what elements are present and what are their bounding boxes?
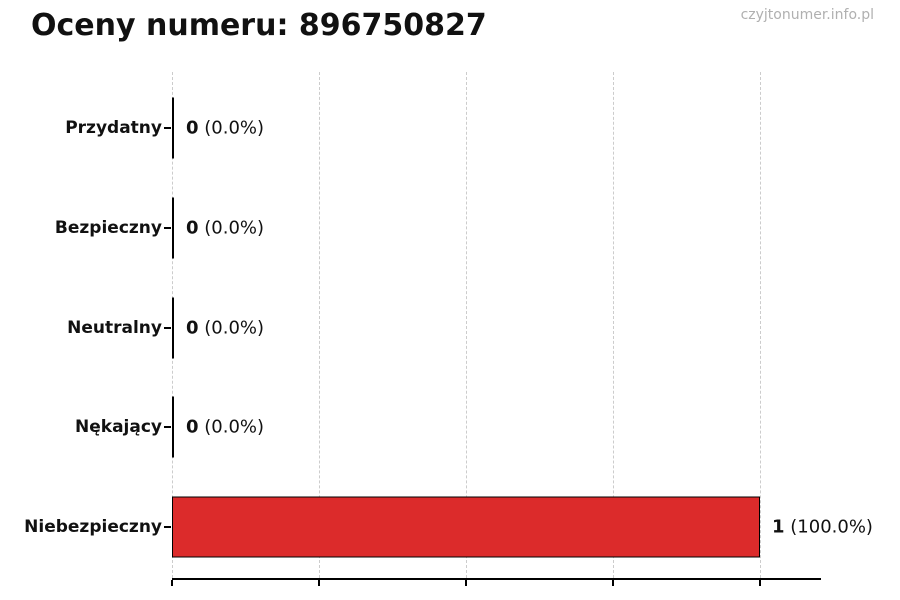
bar-bezpieczny [172,197,174,259]
chart-row: Neutralny 0 (0.0%) [0,278,900,378]
watermark-text: czyjtonumer.info.pl [740,7,874,23]
percent-text: (0.0%) [204,217,265,239]
value-label: 0 (0.0%) [186,218,264,239]
x-axis-tick [318,580,320,586]
bar-nekajacy [172,396,174,458]
percent-text: (0.0%) [204,317,265,339]
count-text: 0 [186,117,199,139]
x-axis-line [172,578,821,580]
y-axis-tick [164,127,171,129]
percent-text: (0.0%) [204,416,265,438]
x-axis-tick [759,580,761,586]
bar-niebezpieczny [172,496,760,558]
value-label: 1 (100.0%) [772,517,873,538]
y-axis-tick [164,426,171,428]
count-text: 0 [186,217,199,239]
value-label: 0 (0.0%) [186,318,264,339]
chart-row: Niebezpieczny 1 (100.0%) [0,477,900,577]
count-text: 0 [186,416,199,438]
percent-text: (100.0%) [790,516,873,538]
x-axis-tick [612,580,614,586]
chart-row: Nękający 0 (0.0%) [0,377,900,477]
x-axis-tick [171,580,173,586]
bar-przydatny [172,97,174,159]
percent-text: (0.0%) [204,117,265,139]
y-axis-tick [164,327,171,329]
chart-row: Bezpieczny 0 (0.0%) [0,178,900,278]
category-label: Nękający [75,417,162,437]
y-axis-tick [164,227,171,229]
value-label: 0 (0.0%) [186,417,264,438]
y-axis-tick [164,526,171,528]
category-label: Przydatny [65,118,162,138]
value-label: 0 (0.0%) [186,118,264,139]
category-label: Neutralny [67,318,162,338]
count-text: 0 [186,317,199,339]
category-label: Niebezpieczny [24,517,162,537]
bar-neutralny [172,297,174,359]
chart-row: Przydatny 0 (0.0%) [0,78,900,178]
count-text: 1 [772,516,785,538]
category-label: Bezpieczny [54,218,162,238]
chart-title: Oceny numeru: 896750827 [31,8,487,43]
x-axis-tick [465,580,467,586]
